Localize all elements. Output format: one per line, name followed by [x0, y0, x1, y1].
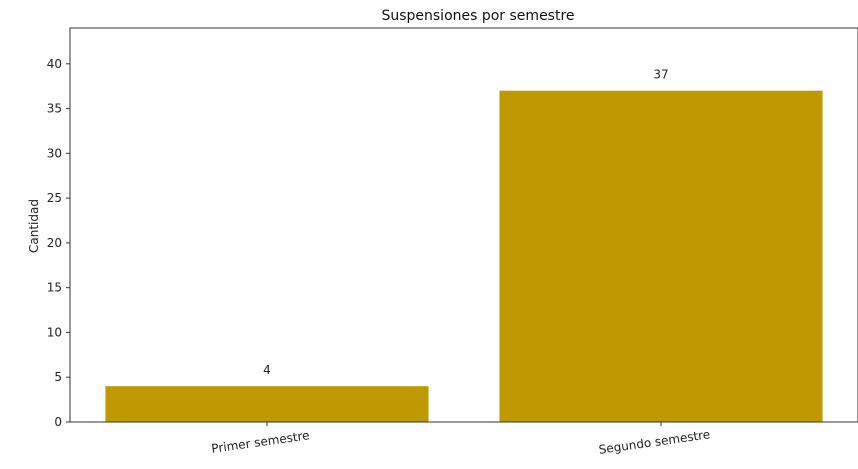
plot-frame — [69, 27, 858, 423]
bar-value-label: 4 — [263, 363, 271, 377]
x-tick-label: Primer semestre — [211, 428, 311, 456]
y-tick-label: 25 — [47, 191, 62, 205]
y-tick-label: 10 — [47, 325, 62, 339]
bar-value-label: 37 — [653, 68, 668, 82]
x-axis-ticks: Primer semestre Segundo semestre — [211, 422, 711, 457]
y-tick-label: 0 — [54, 415, 62, 429]
bar-labels: 4 37 — [263, 68, 668, 378]
bar — [499, 90, 823, 422]
y-tick-label: 20 — [47, 236, 62, 250]
y-axis-label: Cantidad — [27, 199, 41, 253]
bars — [105, 90, 823, 422]
y-axis-ticks: 0 5 10 15 20 25 30 35 40 — [47, 57, 70, 429]
y-tick-label: 35 — [47, 102, 62, 116]
bar — [105, 386, 429, 422]
y-tick-label: 15 — [47, 281, 62, 295]
y-tick-label: 5 — [54, 370, 62, 384]
y-tick-label: 40 — [47, 57, 62, 71]
x-tick-label: Segundo semestre — [598, 427, 711, 456]
chart-title: Suspensiones por semestre — [381, 8, 574, 24]
y-tick-label: 30 — [47, 146, 62, 160]
